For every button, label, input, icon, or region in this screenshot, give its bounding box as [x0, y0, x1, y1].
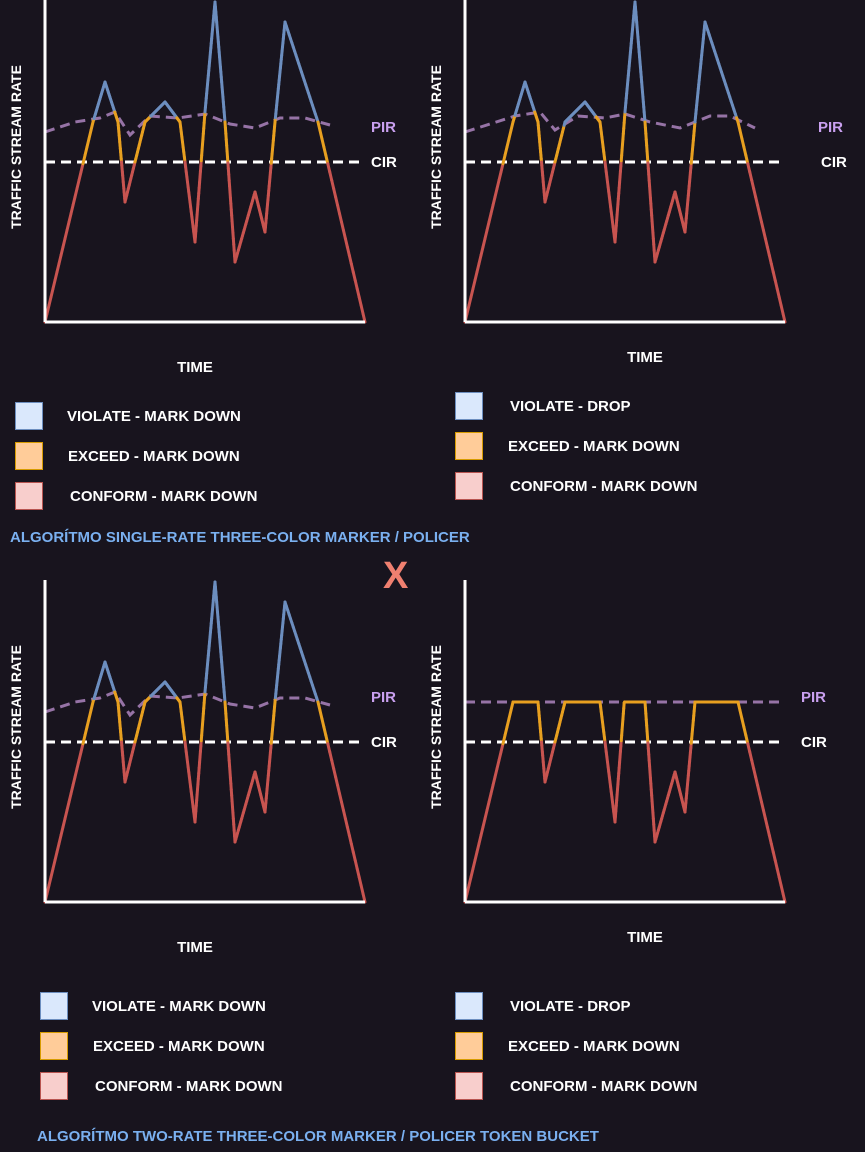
pir-label: PIR: [371, 119, 396, 136]
legend-label: CONFORM - MARK DOWN: [95, 1078, 283, 1095]
section-caption-two-rate: ALGORÍTMO TWO-RATE THREE-COLOR MARKER / …: [37, 1128, 599, 1145]
legend-label: CONFORM - MARK DOWN: [70, 488, 258, 505]
versus-separator: X: [383, 555, 409, 597]
legend-label: EXCEED - MARK DOWN: [508, 438, 680, 455]
y-axis-label: TRAFFIC STREAM RATE: [428, 65, 444, 229]
pir-label: PIR: [818, 119, 843, 136]
legend-label: EXCEED - MARK DOWN: [93, 1038, 265, 1055]
pir-threshold-line: [44, 110, 331, 138]
pir-label: PIR: [371, 689, 396, 706]
conform-swatch: [455, 472, 483, 500]
violate-swatch: [40, 992, 68, 1020]
section-caption-single-rate: ALGORÍTMO SINGLE-RATE THREE-COLOR MARKER…: [10, 529, 470, 546]
legend-label: EXCEED - MARK DOWN: [68, 448, 240, 465]
legend-label: VIOLATE - DROP: [510, 398, 631, 415]
cir-label: CIR: [371, 734, 397, 751]
legend-label: VIOLATE - DROP: [510, 998, 631, 1015]
x-axis-label: TIME: [627, 349, 663, 366]
legend-label: CONFORM - MARK DOWN: [510, 1078, 698, 1095]
exceed-swatch: [455, 432, 483, 460]
x-axis-label: TIME: [177, 939, 213, 956]
traffic-stream-plot: [43, 0, 367, 324]
pir-threshold-line: [44, 690, 331, 718]
legend-label: CONFORM - MARK DOWN: [510, 478, 698, 495]
cir-label: CIR: [371, 154, 397, 171]
pir-label: PIR: [801, 689, 826, 706]
legend-label: VIOLATE - MARK DOWN: [92, 998, 266, 1015]
conform-swatch: [455, 1072, 483, 1100]
conform-swatch: [40, 1072, 68, 1100]
x-axis-label: TIME: [177, 359, 213, 376]
exceed-swatch: [455, 1032, 483, 1060]
legend-label: EXCEED - MARK DOWN: [508, 1038, 680, 1055]
y-axis-label: TRAFFIC STREAM RATE: [8, 645, 24, 809]
traffic-stream-plot: [463, 0, 787, 324]
y-axis-label: TRAFFIC STREAM RATE: [428, 645, 444, 809]
chart-bottom-left: TRAFFIC STREAM RATE TIME PIR CIR: [8, 580, 397, 956]
traffic-stream-plot: [463, 700, 787, 904]
violate-swatch: [455, 392, 483, 420]
chart-top-right: TRAFFIC STREAM RATE TIME PIR CIR: [428, 0, 847, 366]
legend-label: VIOLATE - MARK DOWN: [67, 408, 241, 425]
exceed-swatch: [40, 1032, 68, 1060]
chart-bottom-right: TRAFFIC STREAM RATE TIME PIR CIR: [428, 580, 827, 946]
conform-swatch: [15, 482, 43, 510]
y-axis-label: TRAFFIC STREAM RATE: [8, 65, 24, 229]
violate-swatch: [455, 992, 483, 1020]
cir-label: CIR: [821, 154, 847, 171]
traffic-stream-plot: [43, 580, 367, 904]
violate-swatch: [15, 402, 43, 430]
chart-top-left: TRAFFIC STREAM RATE TIME PIR CIR: [8, 0, 397, 376]
cir-label: CIR: [801, 734, 827, 751]
x-axis-label: TIME: [627, 929, 663, 946]
exceed-swatch: [15, 442, 43, 470]
pir-threshold-line: [464, 110, 756, 134]
